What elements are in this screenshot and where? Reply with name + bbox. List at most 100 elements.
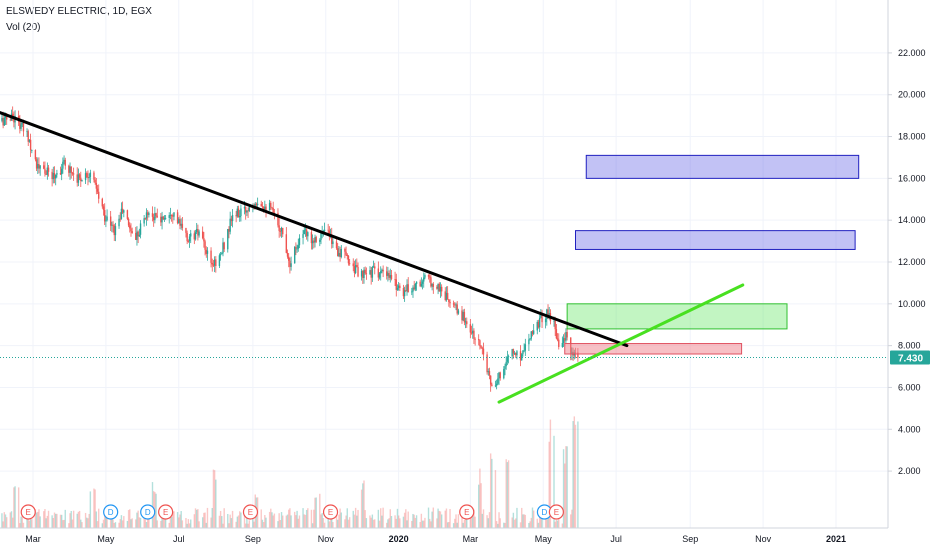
- candle-body: [365, 273, 368, 275]
- candle-body: [271, 207, 273, 209]
- candle-body: [546, 309, 548, 320]
- volume-bar: [331, 511, 333, 528]
- volume-bar: [151, 482, 154, 528]
- candle-body: [532, 330, 535, 334]
- x-tick-label: Sep: [682, 534, 698, 544]
- volume-bar: [332, 522, 334, 528]
- candle-body: [553, 320, 555, 322]
- event-marker: D: [103, 504, 119, 520]
- volume-bar: [170, 516, 173, 528]
- volume-bar: [322, 518, 325, 528]
- volume-bar: [273, 513, 276, 528]
- last-price-tag: 7.430: [890, 350, 930, 365]
- candle-body: [218, 255, 221, 266]
- candle-body: [152, 216, 155, 221]
- volume-bar: [130, 519, 132, 528]
- candle-body: [487, 371, 489, 373]
- volume-bar: [516, 507, 518, 528]
- candle-body: [211, 262, 213, 265]
- candle-body: [360, 270, 363, 277]
- volume-bar: [268, 511, 271, 528]
- candle-body: [303, 230, 305, 235]
- volume-bar: [303, 514, 305, 528]
- candle-body: [524, 344, 527, 351]
- candle-body: [190, 233, 192, 237]
- volume-bar: [248, 520, 250, 528]
- y-tick-label: 16.000: [898, 173, 926, 183]
- volume-bar: [504, 522, 506, 528]
- x-tick-label: May: [97, 534, 115, 544]
- volume-bar: [10, 511, 13, 528]
- volume-bar: [111, 513, 113, 528]
- candle-body: [35, 159, 38, 169]
- candle-body: [219, 254, 222, 256]
- volume-bar: [507, 460, 510, 528]
- x-tick-label: Mar: [463, 534, 479, 544]
- volume-bar: [230, 518, 233, 528]
- candle-body: [13, 116, 15, 123]
- volume-bar: [455, 514, 457, 528]
- candle-body: [262, 207, 265, 210]
- volume-bar: [236, 516, 239, 528]
- volume-bar: [176, 512, 179, 528]
- candle-body: [431, 283, 433, 287]
- candle-body: [178, 219, 180, 223]
- candle-body: [430, 277, 432, 287]
- x-tick-label: May: [535, 534, 553, 544]
- volume-bar: [205, 522, 207, 528]
- volume-bar: [548, 441, 550, 528]
- volume-bar: [437, 508, 439, 528]
- volume-bar: [321, 513, 323, 528]
- volume-bar: [172, 511, 174, 528]
- volume-indicator-label[interactable]: Vol (20): [6, 22, 41, 33]
- candle-body: [380, 271, 382, 274]
- price-zones: [564, 154, 860, 355]
- candle-body: [347, 255, 350, 264]
- candle-body: [478, 339, 480, 341]
- volume-bar: [546, 519, 548, 528]
- candle-body: [429, 276, 431, 278]
- volume-bar: [2, 521, 4, 528]
- volume-bar: [120, 515, 123, 528]
- event-marker: E: [20, 504, 36, 520]
- volume-bar: [62, 520, 64, 528]
- volume-bar: [270, 508, 272, 528]
- candle-body: [120, 208, 123, 219]
- candle-body: [188, 236, 191, 242]
- volume-bar: [411, 520, 413, 528]
- volume-bar: [80, 519, 82, 528]
- volume-bar: [374, 519, 376, 528]
- candle-body: [364, 269, 366, 274]
- volume-bar: [162, 518, 164, 528]
- target-zone-1: [566, 303, 788, 330]
- volume-bar: [1, 513, 3, 528]
- volume-bar: [69, 513, 71, 528]
- volume-bar: [562, 449, 565, 528]
- candle-body: [424, 275, 426, 278]
- volume-bar: [449, 509, 451, 528]
- volume-bar: [37, 511, 39, 528]
- volume-bar: [206, 507, 209, 528]
- candle-body: [255, 203, 258, 205]
- candle-body: [193, 233, 196, 240]
- candle-body: [427, 275, 430, 277]
- candle-body: [402, 288, 405, 297]
- last-price-tag-label: 7.430: [898, 354, 923, 365]
- candle-body: [561, 342, 564, 347]
- volume-bar: [505, 459, 507, 528]
- volume-bar: [532, 510, 535, 528]
- volume-bar: [34, 509, 37, 528]
- candle-body: [302, 234, 304, 238]
- volume-bar: [44, 509, 46, 528]
- volume-bar: [472, 507, 474, 528]
- volume-bar: [529, 521, 531, 528]
- candle-body: [445, 292, 448, 301]
- candle-body: [9, 119, 11, 121]
- volume-bar: [356, 515, 358, 528]
- volume-bar: [94, 489, 96, 528]
- candle-body: [101, 198, 104, 207]
- candle-body: [31, 150, 33, 151]
- candle-body: [170, 215, 173, 216]
- candle-body: [372, 266, 375, 268]
